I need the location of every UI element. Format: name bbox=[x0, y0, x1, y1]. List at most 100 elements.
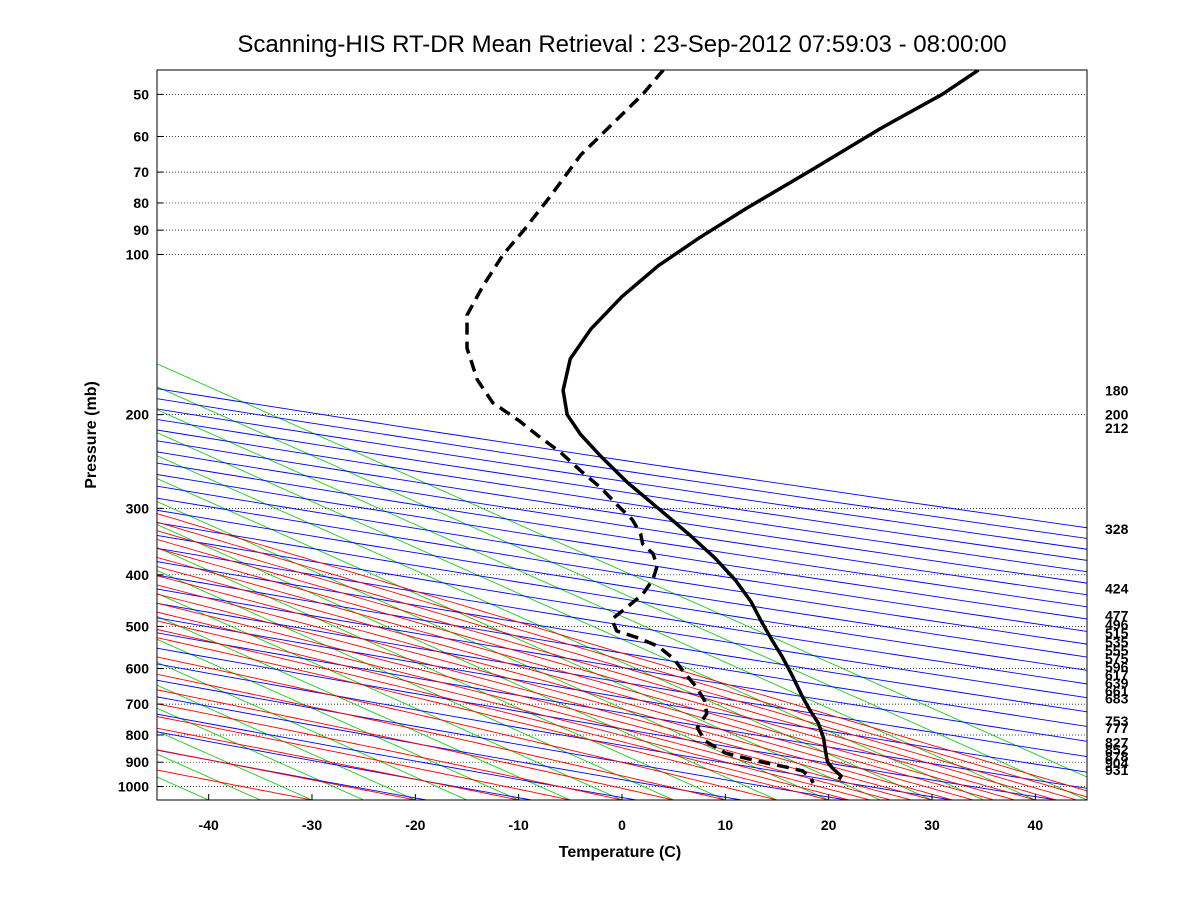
right-level-label: 424 bbox=[1105, 580, 1129, 596]
right-level-label: 496 bbox=[1105, 617, 1129, 633]
y-tick-label: 600 bbox=[126, 661, 150, 677]
isotherm-line bbox=[157, 592, 623, 800]
y-tick-label: 100 bbox=[126, 247, 150, 263]
y-tick-label: 1000 bbox=[118, 779, 149, 795]
right-level-label: 575 bbox=[1105, 651, 1129, 667]
dewpoint-line bbox=[465, 70, 815, 784]
moist-adiabat-line bbox=[157, 727, 519, 800]
y-tick-label: 60 bbox=[133, 128, 149, 144]
right-level-label: 180 bbox=[1105, 382, 1129, 398]
moist-adiabat-line bbox=[157, 593, 933, 800]
right-level-label: 878 bbox=[1105, 748, 1129, 764]
moist-adiabat-line bbox=[157, 673, 726, 800]
y-tick-label: 50 bbox=[133, 86, 149, 102]
y-tick-label: 300 bbox=[126, 500, 150, 516]
dry-adiabat-line bbox=[157, 632, 1087, 789]
dry-adiabat-line bbox=[157, 574, 1087, 727]
right-level-label: 904 bbox=[1105, 755, 1129, 771]
x-tick-label: -20 bbox=[405, 817, 425, 833]
dry-adiabat-line bbox=[157, 547, 1087, 699]
dry-adiabat-line bbox=[157, 429, 1087, 573]
y-axis-label: Pressure (mb) bbox=[83, 381, 100, 489]
x-tick-label: -40 bbox=[199, 817, 219, 833]
moist-adiabat-line bbox=[157, 611, 891, 800]
isotherm-line bbox=[157, 615, 571, 800]
y-tick-label: 200 bbox=[126, 407, 150, 423]
isotherm-line bbox=[157, 363, 1087, 778]
moist-adiabat-line bbox=[157, 584, 953, 800]
dry-adiabat-line bbox=[157, 418, 1087, 561]
isotherm-line bbox=[157, 432, 984, 800]
dry-adiabat-line bbox=[157, 647, 1057, 800]
isotherm-line bbox=[157, 524, 778, 800]
x-tick-label: 20 bbox=[821, 817, 837, 833]
dry-adiabat-line bbox=[157, 398, 1087, 539]
isotherm-line bbox=[157, 409, 1036, 800]
right-level-label: 617 bbox=[1105, 667, 1129, 683]
right-level-labels: 1802002123284244774965155355555755966176… bbox=[1105, 382, 1129, 778]
moist-adiabat-line bbox=[157, 628, 850, 800]
dry-adiabat-line bbox=[157, 602, 1087, 758]
moist-adiabat-line bbox=[157, 716, 571, 800]
isotherm-line bbox=[157, 455, 933, 800]
moist-adiabat-line bbox=[157, 656, 778, 800]
y-tick-label: 500 bbox=[126, 618, 150, 634]
x-tick-label: -10 bbox=[509, 817, 529, 833]
y-tick-label: 900 bbox=[126, 754, 150, 770]
temperature-line bbox=[561, 70, 980, 781]
moist-adiabat-line bbox=[157, 513, 1087, 792]
moist-adiabat-line bbox=[157, 538, 1057, 800]
right-level-label: 535 bbox=[1105, 634, 1129, 650]
moist-adiabat-line bbox=[157, 620, 871, 800]
y-tick-label: 90 bbox=[133, 222, 149, 238]
moist-adiabat-line bbox=[157, 521, 1087, 798]
dry-adiabat-line bbox=[157, 408, 1087, 550]
moist-adiabat-line bbox=[157, 575, 974, 800]
y-ticks: 50 60 70 80 90 100 200 300 400 500 600 700 800 900 100… bbox=[118, 86, 163, 795]
x-tick-label: 10 bbox=[718, 817, 734, 833]
moist-adiabat-line bbox=[157, 749, 416, 800]
dry-adiabat-line bbox=[157, 561, 1087, 713]
x-ticks: -40 -30 -20 -10 0 10 20 30 40 bbox=[199, 794, 1044, 833]
y-tick-label: 400 bbox=[126, 567, 150, 583]
moist-adiabat-line bbox=[157, 530, 1077, 800]
right-level-label: 328 bbox=[1105, 521, 1129, 537]
right-level-label: 555 bbox=[1105, 642, 1129, 658]
moist-adiabat-line bbox=[157, 602, 912, 800]
y-tick-label: 800 bbox=[126, 727, 150, 743]
chart-title: Scanning-HIS RT-DR Mean Retrieval : 23-S… bbox=[237, 31, 1006, 58]
right-level-label: 683 bbox=[1105, 690, 1129, 706]
moist-adiabat-line bbox=[157, 556, 1015, 800]
y-tick-label: 80 bbox=[133, 195, 149, 211]
x-tick-label: 40 bbox=[1028, 817, 1044, 833]
right-level-label: 596 bbox=[1105, 659, 1129, 675]
right-level-label: 200 bbox=[1105, 407, 1129, 423]
right-level-label: 639 bbox=[1105, 675, 1129, 691]
x-tick-label: -30 bbox=[302, 817, 322, 833]
right-level-label: 852 bbox=[1105, 742, 1129, 758]
pressure-grid bbox=[157, 93, 1087, 787]
right-level-label: 777 bbox=[1105, 720, 1129, 736]
background-lines bbox=[157, 363, 1087, 800]
isotherm-line bbox=[157, 501, 829, 800]
right-level-label: 212 bbox=[1105, 420, 1129, 436]
isotherm-line bbox=[157, 569, 674, 800]
moist-adiabat-line bbox=[157, 566, 995, 800]
isotherm-line bbox=[157, 638, 519, 800]
dry-adiabat-line bbox=[157, 534, 1087, 685]
right-level-label: 515 bbox=[1105, 625, 1129, 641]
right-level-label: 931 bbox=[1105, 762, 1129, 778]
isotherm-line bbox=[157, 478, 881, 800]
moist-adiabat-line bbox=[157, 703, 623, 800]
dry-adiabat-line bbox=[157, 388, 1087, 529]
isotherm-line bbox=[157, 661, 468, 800]
right-level-label: 661 bbox=[1105, 683, 1129, 699]
moist-adiabat-line bbox=[157, 637, 829, 800]
x-axis-label: Temperature (C) bbox=[559, 844, 681, 861]
profile-series bbox=[465, 70, 980, 784]
right-level-label: 477 bbox=[1105, 607, 1129, 623]
y-tick-label: 70 bbox=[133, 164, 149, 180]
moist-adiabat-line bbox=[157, 689, 674, 800]
